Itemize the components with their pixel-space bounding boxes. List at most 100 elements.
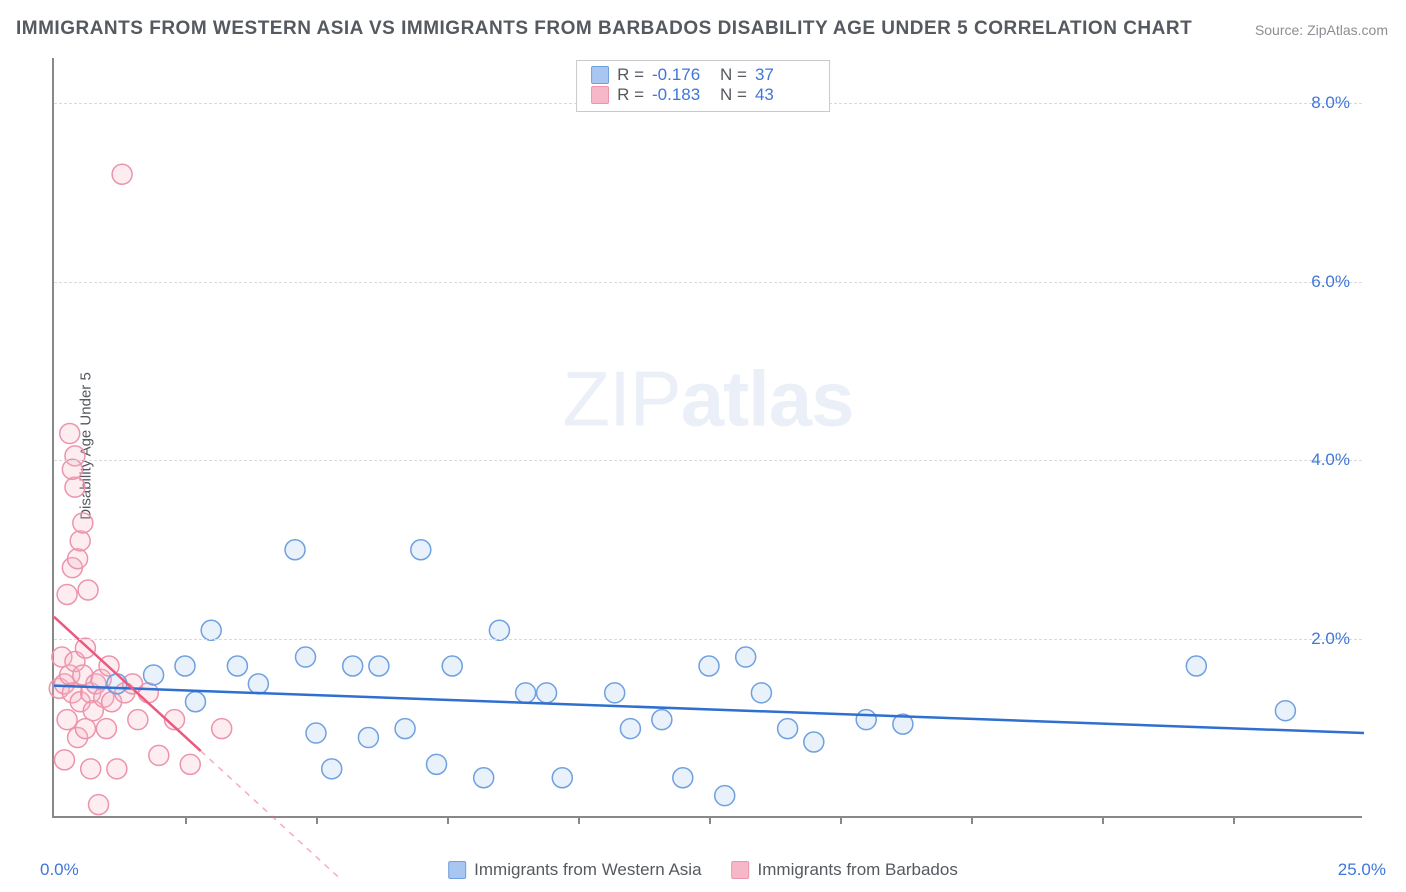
scatter-point <box>427 754 447 774</box>
x-axis-tick-mark <box>709 816 711 824</box>
correlation-legend: R = -0.176 N = 37R = -0.183 N = 43 <box>576 60 830 112</box>
scatter-point <box>358 728 378 748</box>
r-value: -0.183 <box>652 85 712 105</box>
y-axis-tick: 6.0% <box>1311 272 1350 292</box>
source-link[interactable]: ZipAtlas.com <box>1307 22 1388 38</box>
trend-line <box>54 686 1364 733</box>
y-axis-tick: 2.0% <box>1311 629 1350 649</box>
x-axis-tick-mark <box>447 816 449 824</box>
legend-swatch <box>591 66 609 84</box>
n-label: N = <box>720 65 747 85</box>
scatter-point <box>75 638 95 658</box>
gridline <box>54 639 1362 640</box>
x-axis-tick-mark <box>185 816 187 824</box>
gridline <box>54 460 1362 461</box>
scatter-point <box>804 732 824 752</box>
legend-label: Immigrants from Barbados <box>758 860 958 880</box>
x-axis-tick-mark <box>1233 816 1235 824</box>
x-axis-tick-mark <box>840 816 842 824</box>
scatter-point <box>248 674 268 694</box>
scatter-point <box>62 459 82 479</box>
scatter-point <box>537 683 557 703</box>
scatter-point <box>605 683 625 703</box>
scatter-point <box>57 584 77 604</box>
legend-swatch <box>732 861 750 879</box>
series-legend: Immigrants from Western Asia Immigrants f… <box>448 860 958 880</box>
scatter-point <box>60 424 80 444</box>
scatter-point <box>489 620 509 640</box>
scatter-point <box>751 683 771 703</box>
scatter-point <box>673 768 693 788</box>
y-axis-tick: 4.0% <box>1311 450 1350 470</box>
scatter-point <box>73 513 93 533</box>
scatter-point <box>149 745 169 765</box>
x-axis-tick-mark <box>578 816 580 824</box>
scatter-point <box>699 656 719 676</box>
n-label: N = <box>720 85 747 105</box>
legend-label: Immigrants from Western Asia <box>474 860 701 880</box>
scatter-point <box>552 768 572 788</box>
scatter-point <box>175 656 195 676</box>
x-axis-tick-mark <box>971 816 973 824</box>
scatter-point <box>442 656 462 676</box>
source-prefix: Source: <box>1255 22 1307 38</box>
scatter-point <box>322 759 342 779</box>
scatter-point <box>1275 701 1295 721</box>
x-axis-tick-end: 25.0% <box>1338 860 1386 880</box>
scatter-point <box>180 754 200 774</box>
legend-swatch <box>448 861 466 879</box>
scatter-point <box>201 620 221 640</box>
scatter-point <box>306 723 326 743</box>
scatter-point <box>81 759 101 779</box>
scatter-point <box>112 164 132 184</box>
scatter-point <box>395 719 415 739</box>
scatter-point <box>78 580 98 600</box>
legend-swatch <box>591 86 609 104</box>
n-value: 43 <box>755 85 815 105</box>
legend-item: Immigrants from Western Asia <box>448 860 701 880</box>
scatter-point <box>343 656 363 676</box>
scatter-point <box>285 540 305 560</box>
scatter-point <box>620 719 640 739</box>
chart-plot-area: ZIPatlas 2.0%4.0%6.0%8.0% <box>52 58 1362 818</box>
source-attribution: Source: ZipAtlas.com <box>1255 22 1388 38</box>
r-label: R = <box>617 85 644 105</box>
scatter-point <box>369 656 389 676</box>
x-axis-tick-start: 0.0% <box>40 860 79 880</box>
scatter-point <box>68 549 88 569</box>
scatter-point <box>1186 656 1206 676</box>
r-value: -0.176 <box>652 65 712 85</box>
scatter-point <box>96 719 116 739</box>
scatter-point <box>54 750 74 770</box>
scatter-point <box>75 719 95 739</box>
y-axis-tick: 8.0% <box>1311 93 1350 113</box>
scatter-point <box>296 647 316 667</box>
trend-line-extrapolated <box>201 751 342 881</box>
scatter-point <box>516 683 536 703</box>
x-axis-tick-mark <box>316 816 318 824</box>
scatter-point <box>185 692 205 712</box>
scatter-point <box>144 665 164 685</box>
legend-row: R = -0.183 N = 43 <box>591 85 815 105</box>
scatter-point <box>652 710 672 730</box>
scatter-point <box>107 674 127 694</box>
scatter-point <box>856 710 876 730</box>
scatter-point <box>138 683 158 703</box>
scatter-point <box>128 710 148 730</box>
scatter-point <box>778 719 798 739</box>
scatter-point <box>57 710 77 730</box>
legend-item: Immigrants from Barbados <box>732 860 958 880</box>
chart-title: IMMIGRANTS FROM WESTERN ASIA VS IMMIGRAN… <box>16 18 1192 40</box>
scatter-point <box>107 759 127 779</box>
scatter-point <box>474 768 494 788</box>
scatter-point <box>411 540 431 560</box>
chart-svg <box>54 58 1362 816</box>
scatter-point <box>89 795 109 815</box>
legend-row: R =-0.176N =37 <box>591 65 815 85</box>
scatter-point <box>736 647 756 667</box>
n-value: 37 <box>755 65 815 85</box>
gridline <box>54 282 1362 283</box>
x-axis-tick-mark <box>1102 816 1104 824</box>
scatter-point <box>70 531 90 551</box>
scatter-point <box>65 477 85 497</box>
